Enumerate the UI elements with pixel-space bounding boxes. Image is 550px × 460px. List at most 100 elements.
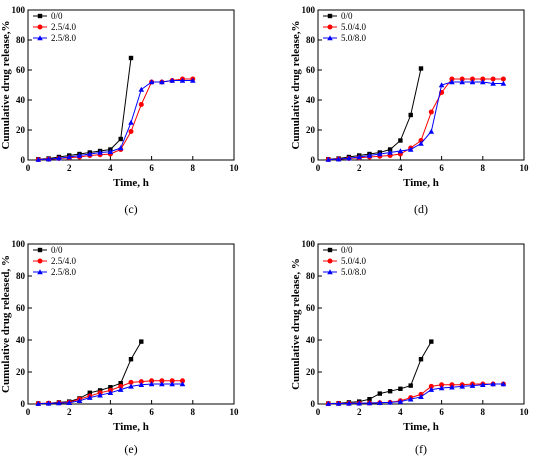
data-point xyxy=(128,379,134,385)
x-axis-title: Time, h xyxy=(403,177,439,189)
y-tick-label: 0 xyxy=(21,155,26,165)
data-point xyxy=(97,392,103,398)
data-point xyxy=(169,378,175,384)
x-tick-label: 2 xyxy=(357,163,362,173)
data-point xyxy=(459,79,465,85)
data-point xyxy=(428,386,435,392)
data-point xyxy=(490,76,496,82)
legend-label: 2.5/4.0 xyxy=(51,22,77,32)
y-tick-label: 0 xyxy=(311,399,316,409)
data-point xyxy=(128,383,134,389)
data-point xyxy=(97,149,103,155)
legend-label: 5.0/4.0 xyxy=(341,256,367,266)
legend-label: 5.0/8.0 xyxy=(341,33,367,43)
data-point xyxy=(179,381,186,387)
data-point xyxy=(449,79,455,85)
y-tick-label: 80 xyxy=(306,35,316,45)
data-point xyxy=(397,148,404,154)
data-point xyxy=(387,149,393,155)
data-point xyxy=(45,400,52,406)
data-point xyxy=(87,390,92,395)
data-point xyxy=(449,76,455,82)
data-point xyxy=(335,400,342,406)
data-point xyxy=(138,382,145,388)
data-point xyxy=(335,156,342,162)
series-line xyxy=(328,81,504,161)
y-tick-label: 100 xyxy=(302,239,316,249)
data-point xyxy=(180,378,185,384)
panel-label: (c) xyxy=(124,202,137,216)
x-tick-label: 8 xyxy=(191,407,196,417)
x-tick-label: 0 xyxy=(316,163,321,173)
data-point xyxy=(377,151,383,157)
data-point xyxy=(56,155,62,161)
data-point xyxy=(66,399,72,405)
legend-marker xyxy=(327,258,333,264)
x-tick-label: 4 xyxy=(108,163,113,173)
legend-label: 5.0/4.0 xyxy=(341,22,367,32)
y-tick-label: 40 xyxy=(16,335,26,345)
legend-marker xyxy=(37,269,43,275)
x-axis-title: Time, h xyxy=(403,421,439,433)
data-point xyxy=(407,396,414,402)
y-tick-label: 0 xyxy=(21,399,26,409)
y-axis-title: Cumulative drug release,% xyxy=(290,20,302,149)
data-point xyxy=(159,79,165,85)
data-point xyxy=(408,112,413,118)
x-tick-label: 10 xyxy=(520,407,530,417)
data-point xyxy=(469,382,476,388)
y-tick-label: 60 xyxy=(16,303,26,313)
y-tick-label: 80 xyxy=(306,271,316,281)
x-tick-label: 8 xyxy=(481,407,486,417)
y-tick-label: 60 xyxy=(16,65,26,75)
x-tick-label: 6 xyxy=(439,163,444,173)
data-point xyxy=(500,80,507,86)
data-point xyxy=(118,136,123,142)
y-tick-label: 100 xyxy=(12,239,26,249)
legend-marker xyxy=(327,269,333,275)
data-point xyxy=(128,119,134,125)
data-point xyxy=(118,383,124,389)
x-tick-label: 4 xyxy=(108,407,113,417)
x-tick-label: 8 xyxy=(191,163,196,173)
x-tick-label: 6 xyxy=(149,163,154,173)
data-point xyxy=(107,148,114,154)
legend-marker xyxy=(37,35,43,41)
data-point xyxy=(138,86,145,92)
data-point xyxy=(490,381,496,387)
y-axis-title: Cumulative drug released, % xyxy=(0,255,12,393)
data-point xyxy=(128,55,134,61)
y-tick-label: 60 xyxy=(306,65,316,75)
data-point xyxy=(325,156,332,162)
data-point xyxy=(325,400,332,406)
data-point xyxy=(117,145,124,151)
x-tick-label: 10 xyxy=(230,407,240,417)
data-point xyxy=(138,102,144,107)
series-line xyxy=(328,68,422,160)
data-point xyxy=(418,140,424,146)
data-point xyxy=(418,66,424,71)
panel-label: (d) xyxy=(414,202,428,216)
y-axis-title: Cumulative drug release,% xyxy=(0,20,12,149)
legend-label: 0/0 xyxy=(341,11,353,21)
data-point xyxy=(118,381,123,386)
y-tick-label: 20 xyxy=(306,125,316,135)
data-point xyxy=(149,378,155,384)
legend-marker xyxy=(327,24,333,30)
data-point xyxy=(438,385,445,391)
y-tick-label: 80 xyxy=(16,271,26,281)
data-point xyxy=(377,399,383,405)
x-tick-label: 2 xyxy=(67,163,72,173)
data-point xyxy=(418,394,424,400)
y-tick-label: 40 xyxy=(306,335,316,345)
data-point xyxy=(87,151,93,157)
x-tick-label: 4 xyxy=(398,163,403,173)
y-tick-label: 80 xyxy=(16,35,26,45)
x-tick-label: 2 xyxy=(357,407,362,417)
y-tick-label: 40 xyxy=(306,95,316,105)
legend-label: 2.5/8.0 xyxy=(51,33,77,43)
